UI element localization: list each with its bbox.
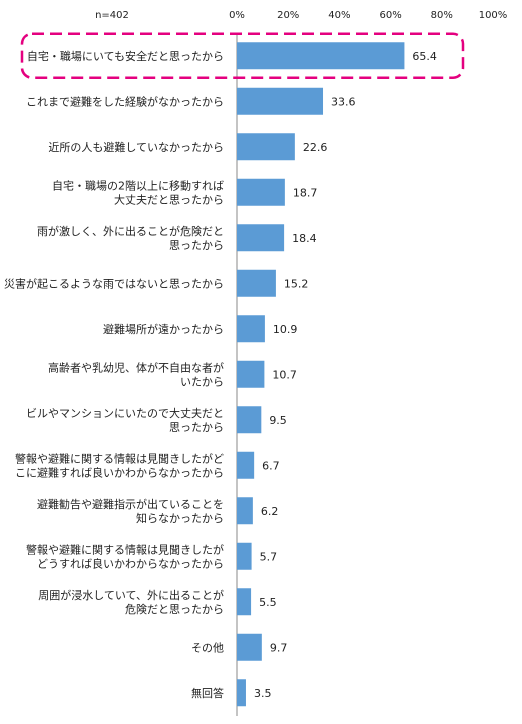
bar-row: 無回答 3.5	[191, 679, 272, 707]
x-tick-label: 60%	[379, 10, 401, 21]
category-label: その他	[191, 641, 224, 654]
category-label: 災害が起こるような雨ではないと思ったから	[4, 276, 224, 290]
bar-row: 避難場所が遠かったから 10.9	[103, 315, 298, 343]
bar	[237, 406, 262, 434]
category-label: どうすれば良いかわからなかったから	[37, 556, 224, 570]
value-label: 6.7	[262, 459, 280, 472]
category-label: こに避難すれば良いかわからなかったから	[15, 465, 224, 479]
bar	[237, 224, 285, 252]
value-label: 6.2	[261, 505, 279, 518]
bar	[237, 451, 255, 479]
value-label: 18.4	[292, 232, 317, 245]
value-label: 5.7	[260, 550, 278, 563]
bar	[237, 360, 265, 388]
category-label: 雨が激しく、外に出ることが危険だと	[37, 224, 224, 238]
category-label: 高齢者や乳幼児、体が不自由な者が	[48, 360, 224, 374]
value-label: 18.7	[293, 186, 318, 199]
category-label: 知らなかったから	[136, 511, 224, 525]
bar	[237, 679, 246, 707]
bar	[237, 588, 252, 616]
x-tick-label: 80%	[431, 10, 453, 21]
bar	[237, 133, 295, 161]
x-tick-label: 100%	[479, 10, 508, 21]
value-label: 10.9	[273, 323, 298, 336]
category-label: 周囲が浸水していて、外に出ることが	[38, 588, 224, 602]
category-label: 警報や避難に関する情報は見聞きしたが	[26, 542, 224, 556]
x-tick-label: 0%	[229, 10, 245, 21]
category-label: いたから	[180, 375, 224, 388]
value-label: 3.5	[254, 687, 272, 700]
value-label: 22.6	[303, 141, 328, 154]
highlight-box	[20, 32, 465, 79]
bar-row: 自宅・職場にいても安全だと思ったから 65.4	[27, 42, 437, 70]
bar-row: 近所の人も避難していなかったから 22.6	[48, 133, 328, 161]
category-label: 大丈夫だと思ったから	[114, 192, 224, 206]
category-label: 警報や避難に関する情報は見聞きしたがど	[15, 451, 224, 465]
x-tick-label: 20%	[277, 10, 299, 21]
value-label: 5.5	[259, 596, 277, 609]
bar-row: これまで避難をした経験がなかったから 33.6	[26, 87, 356, 115]
bar	[237, 542, 252, 570]
bar	[237, 497, 253, 525]
value-label: 15.2	[284, 277, 309, 290]
bar	[237, 633, 262, 661]
category-label: 危険だと思ったから	[125, 603, 224, 616]
category-label: ビルやマンションにいたので大丈夫だと	[26, 406, 224, 420]
bar	[237, 42, 405, 70]
x-tick-label: 40%	[328, 10, 350, 21]
bar	[237, 178, 285, 206]
value-label: 9.7	[270, 641, 288, 654]
category-label: 自宅・職場にいても安全だと思ったから	[27, 49, 224, 63]
bar	[237, 269, 276, 297]
category-label: 避難勧告や避難指示が出ていることを	[37, 497, 224, 511]
bar-row: その他 9.7	[191, 633, 288, 661]
category-label: 近所の人も避難していなかったから	[48, 140, 224, 154]
category-label: これまで避難をした経験がなかったから	[26, 94, 224, 108]
bar	[237, 87, 324, 115]
sample-size-label: n=402	[95, 10, 129, 21]
category-label: 無回答	[191, 686, 224, 700]
bar	[237, 315, 265, 343]
value-label: 9.5	[269, 414, 287, 427]
category-label: 思ったから	[169, 421, 224, 434]
bar-row: 災害が起こるような雨ではないと思ったから 15.2	[4, 269, 309, 297]
category-label: 避難場所が遠かったから	[103, 322, 224, 336]
value-label: 10.7	[272, 368, 297, 381]
category-label: 思ったから	[169, 239, 224, 252]
value-label: 33.6	[331, 95, 356, 108]
category-label: 自宅・職場の2階以上に移動すれば	[52, 178, 224, 192]
value-label: 65.4	[412, 50, 437, 63]
